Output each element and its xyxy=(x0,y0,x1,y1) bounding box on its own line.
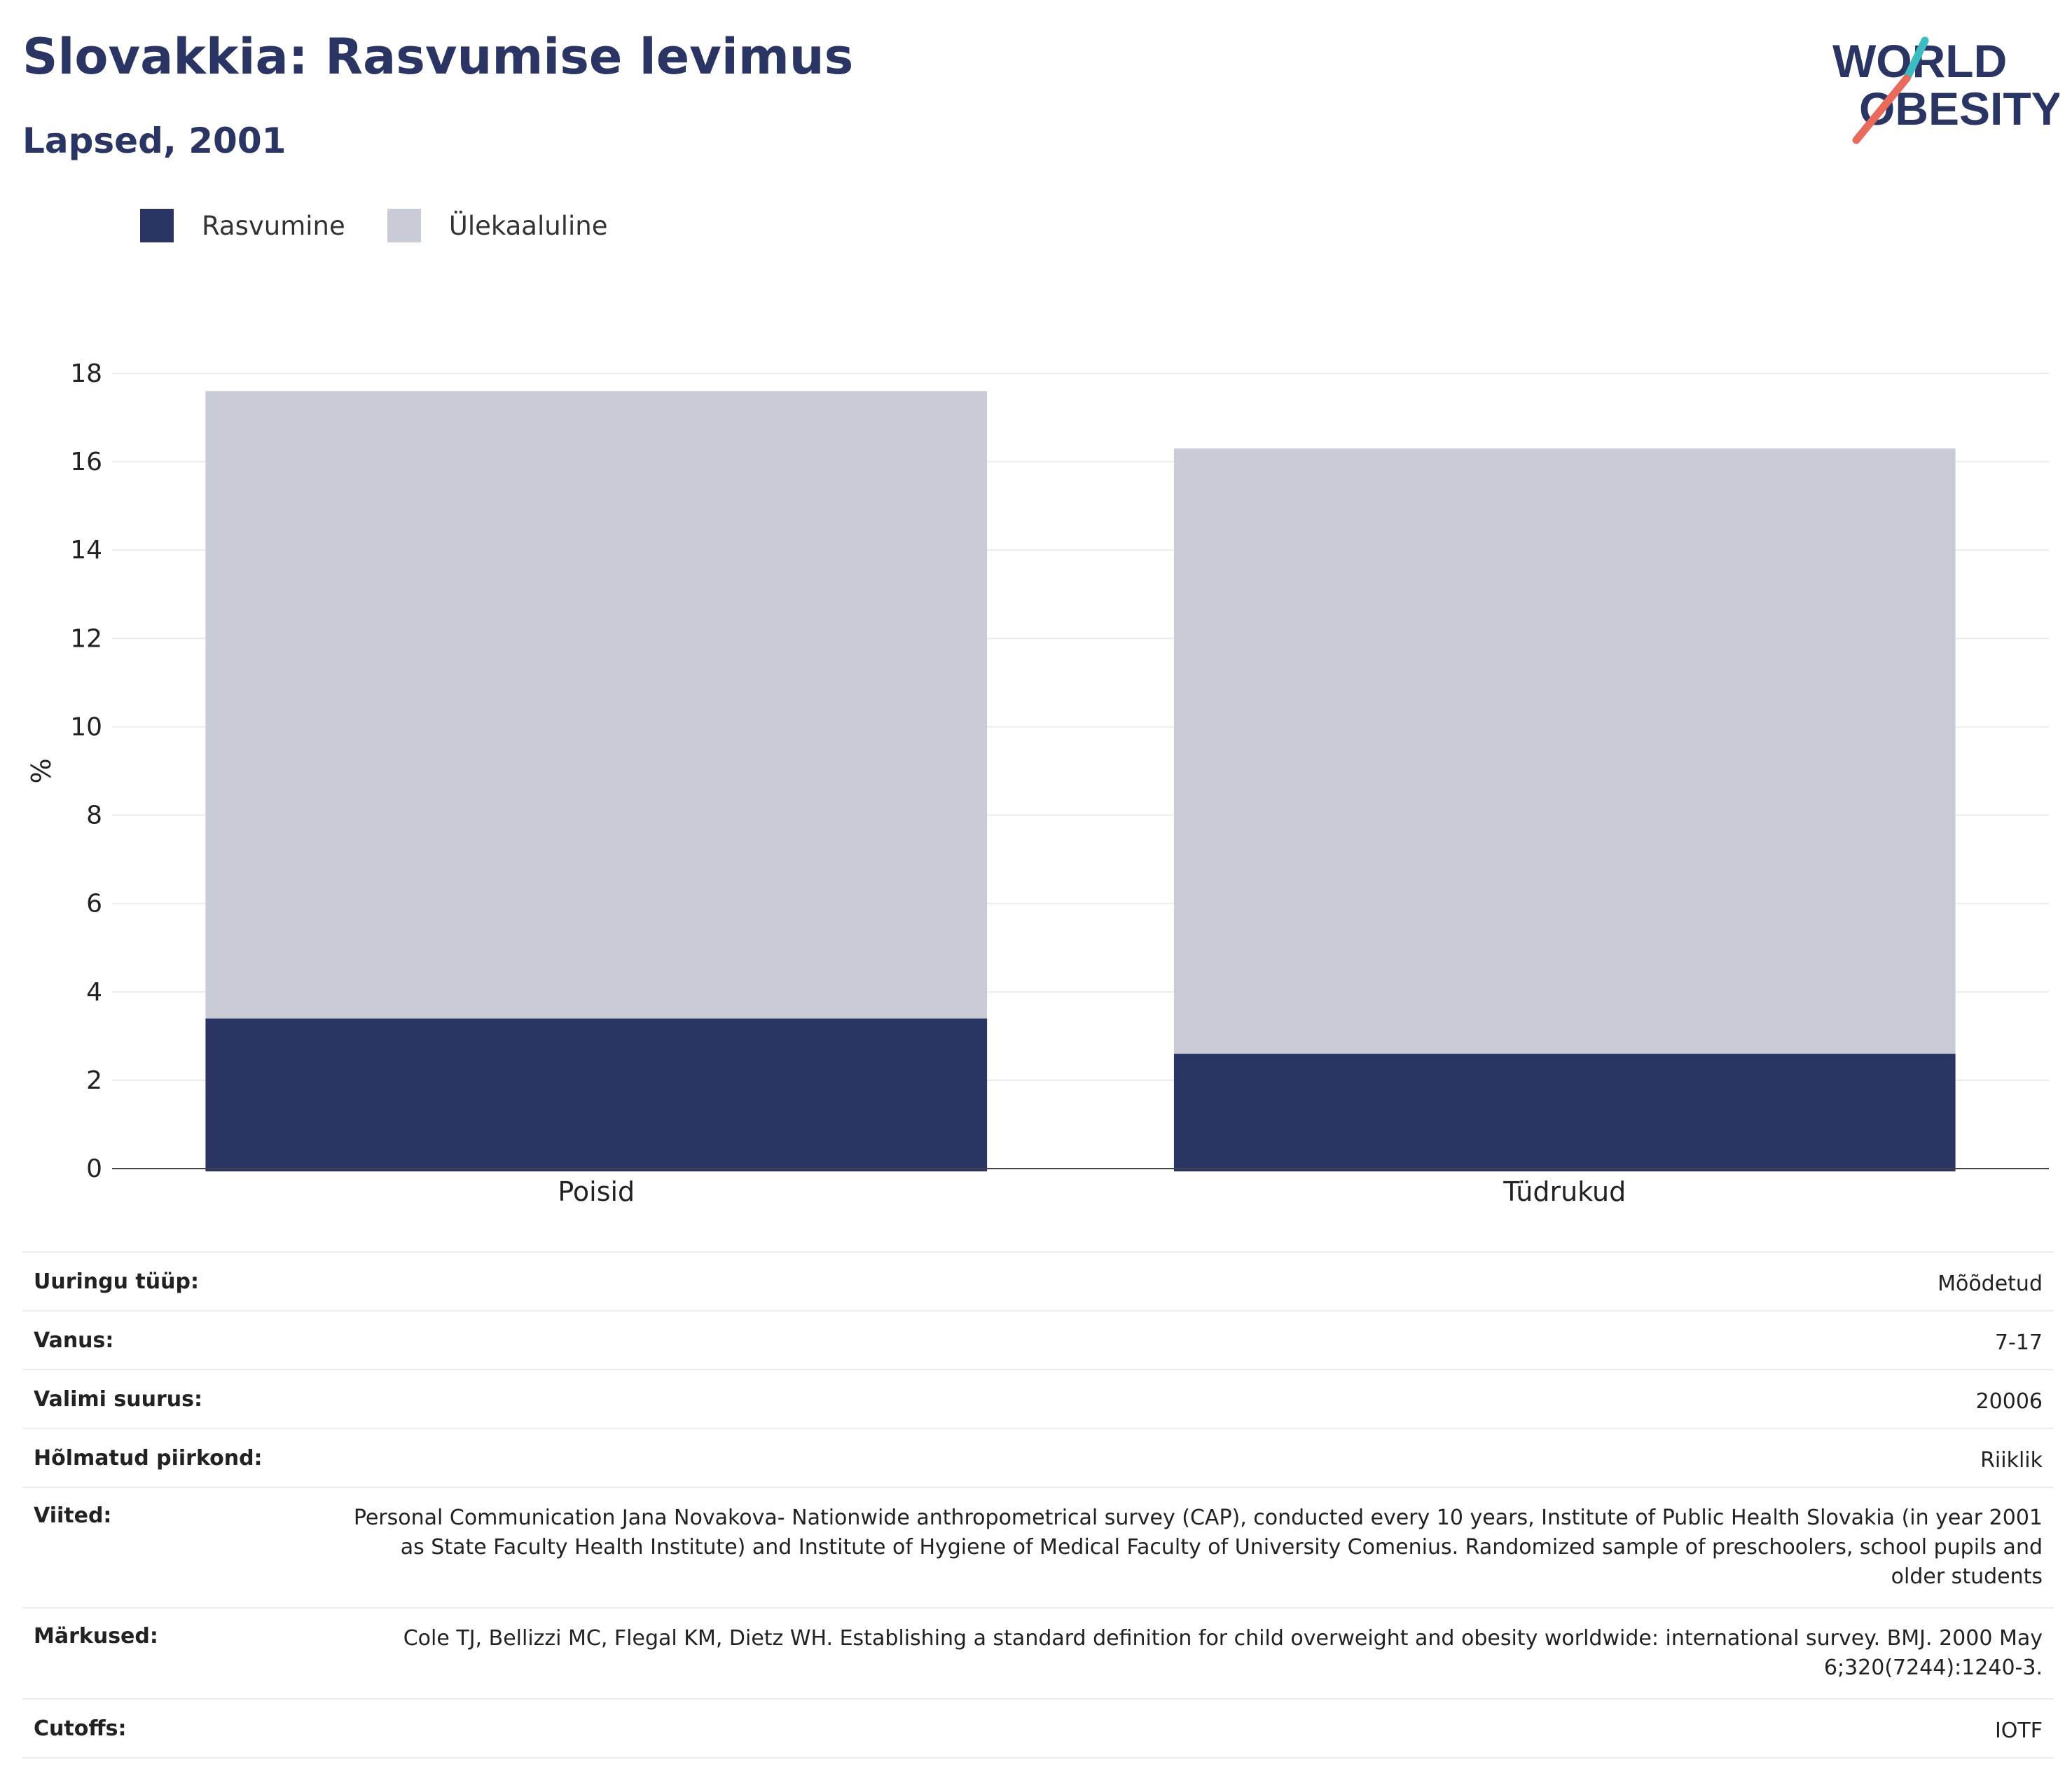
legend-swatch-overweight xyxy=(387,209,421,242)
logo-slash-teal xyxy=(1902,36,1929,83)
info-key: Märkused: xyxy=(22,1608,339,1700)
info-key: Hõlmatud piirkond: xyxy=(22,1429,339,1488)
y-tick-label: 10 xyxy=(70,712,102,741)
x-tick-label: Tüdrukud xyxy=(1503,1176,1626,1207)
info-row: Valimi suurus: 20006 xyxy=(22,1370,2054,1429)
page-subtitle: Lapsed, 2001 xyxy=(22,121,286,161)
y-tick-label: 12 xyxy=(70,624,102,653)
info-table: Uuringu tüüp: Mõõdetud Vanus: 7-17 Valimi su… xyxy=(22,1251,2054,1758)
info-key: Valimi suurus: xyxy=(22,1370,339,1429)
chart-legend: Rasvumine Ülekaaluline xyxy=(140,206,650,245)
info-key: Cutoffs: xyxy=(22,1699,339,1758)
y-tick-label: 8 xyxy=(86,801,102,830)
info-row: Cutoffs: IOTF xyxy=(22,1699,2054,1758)
legend-label-overweight: Ülekaaluline xyxy=(448,210,608,241)
info-value: Personal Communication Jana Novakova- Na… xyxy=(339,1487,2054,1609)
y-axis-label: % xyxy=(26,758,57,783)
info-value: 20006 xyxy=(339,1370,2054,1429)
info-row: Märkused: Cole TJ, Bellizzi MC, Flegal KM… xyxy=(22,1608,2054,1700)
y-tick-label: 4 xyxy=(86,978,102,1007)
x-tick-label: Poisid xyxy=(558,1176,635,1207)
info-value: 7-17 xyxy=(339,1311,2054,1370)
info-row: Viited: Personal Communication Jana Novak… xyxy=(22,1487,2054,1609)
bar-overweight-1 xyxy=(1173,448,1956,1054)
y-tick-label: 14 xyxy=(70,536,102,565)
info-key: Viited: xyxy=(22,1487,339,1609)
legend-item-overweight[interactable]: Ülekaaluline xyxy=(387,209,608,242)
logo-text-obesity: OBESITY xyxy=(1859,83,2059,135)
info-key: Vanus: xyxy=(22,1311,339,1370)
info-value: Riiklik xyxy=(339,1429,2054,1488)
legend-label-obesity: Rasvumine xyxy=(202,210,345,241)
bar-overweight-0 xyxy=(205,391,988,1019)
info-key: Uuringu tüüp: xyxy=(22,1252,339,1312)
info-row: Uuringu tüüp: Mõõdetud xyxy=(22,1252,2054,1312)
y-tick-label: 6 xyxy=(86,890,102,918)
bar-obesity-0 xyxy=(205,1018,988,1171)
y-tick-label: 0 xyxy=(86,1155,102,1183)
info-value: IOTF xyxy=(339,1699,2054,1758)
bar-chart: 0 2 4 6 8 10 12 14 16 18% Poisid Tüdrukud xyxy=(26,359,2049,1207)
bar-obesity-1 xyxy=(1173,1054,1956,1171)
world-obesity-logo: WORLD OBESITY xyxy=(1832,35,2059,144)
info-value: Mõõdetud xyxy=(339,1252,2054,1312)
legend-swatch-obesity xyxy=(140,209,174,242)
info-value: Cole TJ, Bellizzi MC, Flegal KM, Dietz W… xyxy=(339,1608,2054,1700)
y-tick-label: 16 xyxy=(70,448,102,476)
y-tick-label: 2 xyxy=(86,1066,102,1095)
y-tick-label: 18 xyxy=(70,359,102,388)
logo-slash-coral xyxy=(1852,74,1911,144)
info-row: Vanus: 7-17 xyxy=(22,1311,2054,1370)
legend-item-obesity[interactable]: Rasvumine xyxy=(140,209,345,242)
page-title: Slovakkia: Rasvumise levimus xyxy=(22,28,854,85)
info-row: Hõlmatud piirkond: Riiklik xyxy=(22,1429,2054,1488)
